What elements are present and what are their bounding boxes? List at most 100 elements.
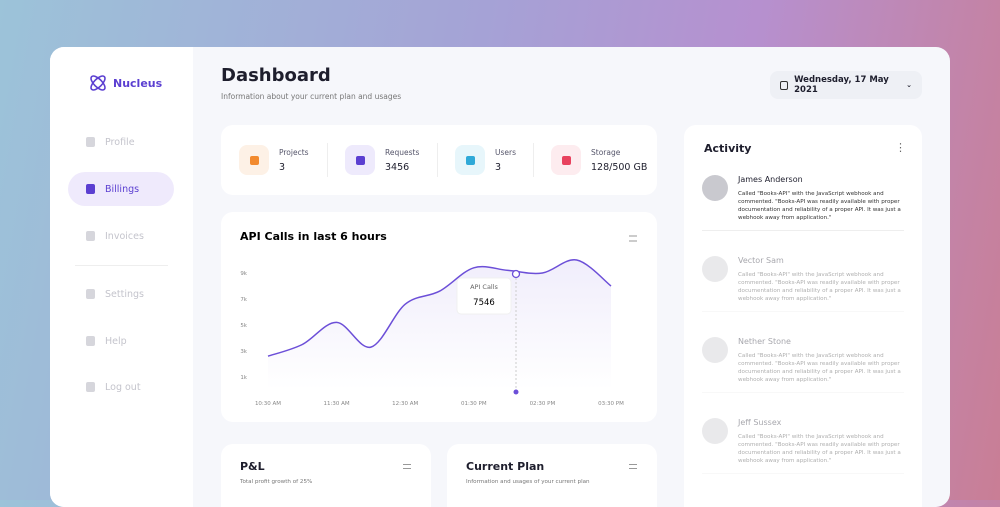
line-area: [268, 259, 611, 390]
brand-logo: [90, 75, 106, 91]
nav-item[interactable]: Help: [68, 324, 174, 358]
stat-icon: [455, 145, 485, 175]
y-tick-label: 9k: [240, 271, 247, 277]
activity-item: Jeff Sussex Called "Books-API" with the J…: [702, 418, 904, 474]
stat-value: 3: [279, 161, 286, 173]
chart-card: API Calls in last 6 hours 1k 3k 5k 7k 9k 10:30…: [221, 212, 657, 422]
stat-text: Storage 128/500 GB: [591, 148, 647, 173]
nav-item[interactable]: Settings: [68, 277, 174, 311]
nav-item[interactable]: Invoices: [68, 219, 174, 253]
nav-label: Log out: [105, 381, 141, 393]
stat: Users 3: [455, 145, 516, 175]
stat-glyph: [249, 155, 259, 165]
stat: Projects 3: [239, 145, 309, 175]
stat-text: Projects 3: [279, 148, 309, 173]
stat-label: Users: [495, 147, 517, 157]
divider: [75, 265, 168, 266]
stats-card: Projects 3 Requests 3456 Users 3 Storage 128/50…: [221, 125, 657, 195]
activity-item: Vector Sam Called "Books-API" with the Ja…: [702, 256, 904, 312]
hover-foot: [513, 389, 519, 395]
x-tick-label: 10:30 AM: [255, 401, 281, 407]
hover-point: [511, 269, 521, 279]
activity-name: James Anderson: [738, 175, 803, 184]
card-subtitle: Total profit growth of 25%: [240, 479, 313, 485]
more-menu[interactable]: ⋮: [895, 141, 906, 154]
page-subtitle: Information about your current plan and …: [221, 92, 402, 101]
date-text: Wednesday, 17 May 2021: [794, 75, 889, 95]
x-tick-label: 03:30 PM: [598, 401, 624, 407]
stat-glyph: [355, 155, 365, 165]
activity-name: Vector Sam: [738, 256, 784, 265]
activity-title: Activity: [704, 142, 752, 155]
activity-text: Called "Books-API" with the JavaScript w…: [738, 272, 901, 302]
stat-text: Requests 3456: [385, 148, 419, 173]
card-subtitle: Information and usages of your current p…: [466, 479, 590, 485]
activity-item: Nether Stone Called "Books-API" with the …: [702, 337, 904, 393]
activity-text: Called "Books-API" with the JavaScript w…: [738, 434, 901, 464]
nav-item[interactable]: Profile: [68, 125, 174, 159]
stat-icon: [345, 145, 375, 175]
chart-title: API Calls in last 6 hours: [240, 230, 387, 243]
stat-divider: [327, 143, 328, 177]
stat-divider: [533, 143, 534, 177]
stat-value: 3456: [385, 161, 410, 173]
nav-item[interactable]: Billings: [68, 172, 174, 206]
stat-divider: [437, 143, 438, 177]
stat: Storage 128/500 GB: [551, 145, 647, 175]
nav-label: Billings: [105, 183, 140, 195]
avatar: [702, 418, 728, 444]
stat: Requests 3456: [345, 145, 419, 175]
activity-card: Activity ⋮ James Anderson Called "Books-A…: [684, 125, 922, 507]
activity-text: Called "Books-API" with the JavaScript w…: [738, 191, 901, 221]
stat-label: Storage: [591, 147, 621, 157]
nav-icon: [86, 289, 95, 299]
line: [267, 259, 612, 357]
nav-icon: [86, 382, 95, 392]
sidebar: Nucleus Profile Billings Invoices Settings H…: [50, 47, 193, 507]
nav-icon: [86, 231, 95, 241]
stat-icon: [239, 145, 269, 175]
date-picker[interactable]: Wednesday, 17 May 2021 ⌄: [770, 71, 922, 99]
brand-name: Nucleus: [113, 77, 163, 90]
x-tick-label: 11:30 AM: [324, 401, 350, 407]
tooltip-box: [456, 277, 512, 315]
calendar-icon: [780, 80, 789, 90]
stat-icon: [551, 145, 581, 175]
x-tick-label: 01:30 PM: [461, 401, 487, 407]
nav-label: Help: [105, 335, 127, 347]
activity-text: Called "Books-API" with the JavaScript w…: [738, 353, 901, 383]
nav-label: Settings: [105, 288, 144, 300]
x-tick-label: 02:30 PM: [530, 401, 556, 407]
y-tick-label: 3k: [240, 349, 247, 355]
stat-label: Projects: [279, 147, 309, 157]
nav-item[interactable]: Log out: [68, 370, 174, 404]
chevron: ⌄: [906, 81, 912, 89]
chart: API Calls in last 6 hours 1k 3k 5k 7k 9k 10:30…: [240, 230, 637, 407]
x-tick-label: 12:30 AM: [392, 401, 418, 407]
tooltip-value: 7546: [473, 298, 495, 308]
nav-icon: [86, 336, 95, 346]
nav-icon: [86, 184, 95, 194]
tooltip-label: API Calls: [470, 283, 498, 291]
stat-glyph: [465, 155, 475, 165]
page-title: Dashboard: [221, 65, 331, 86]
activity-item: James Anderson Called "Books-API" with th…: [702, 175, 904, 231]
avatar: [702, 175, 728, 201]
filter-icon: [403, 464, 411, 469]
stat-glyph: [561, 155, 571, 165]
avatar: [702, 256, 728, 282]
stat-value: 3: [495, 161, 502, 173]
stat-text: Users 3: [495, 148, 516, 173]
nav-icon: [86, 137, 95, 147]
summary-card: P&L Total profit growth of 25%: [221, 444, 431, 507]
y-tick-label: 1k: [240, 375, 247, 381]
filter-icon: [629, 464, 637, 469]
card-title: Current Plan: [466, 460, 545, 473]
app-window: Nucleus Profile Billings Invoices Settings H…: [50, 47, 950, 507]
avatar: [702, 337, 728, 363]
summary-card: Current Plan Information and usages of yo…: [447, 444, 657, 507]
activity-name: Jeff Sussex: [738, 418, 782, 427]
activity-name: Nether Stone: [738, 337, 791, 346]
stat-value: 128/500 GB: [591, 161, 648, 173]
stat-label: Requests: [385, 147, 420, 157]
